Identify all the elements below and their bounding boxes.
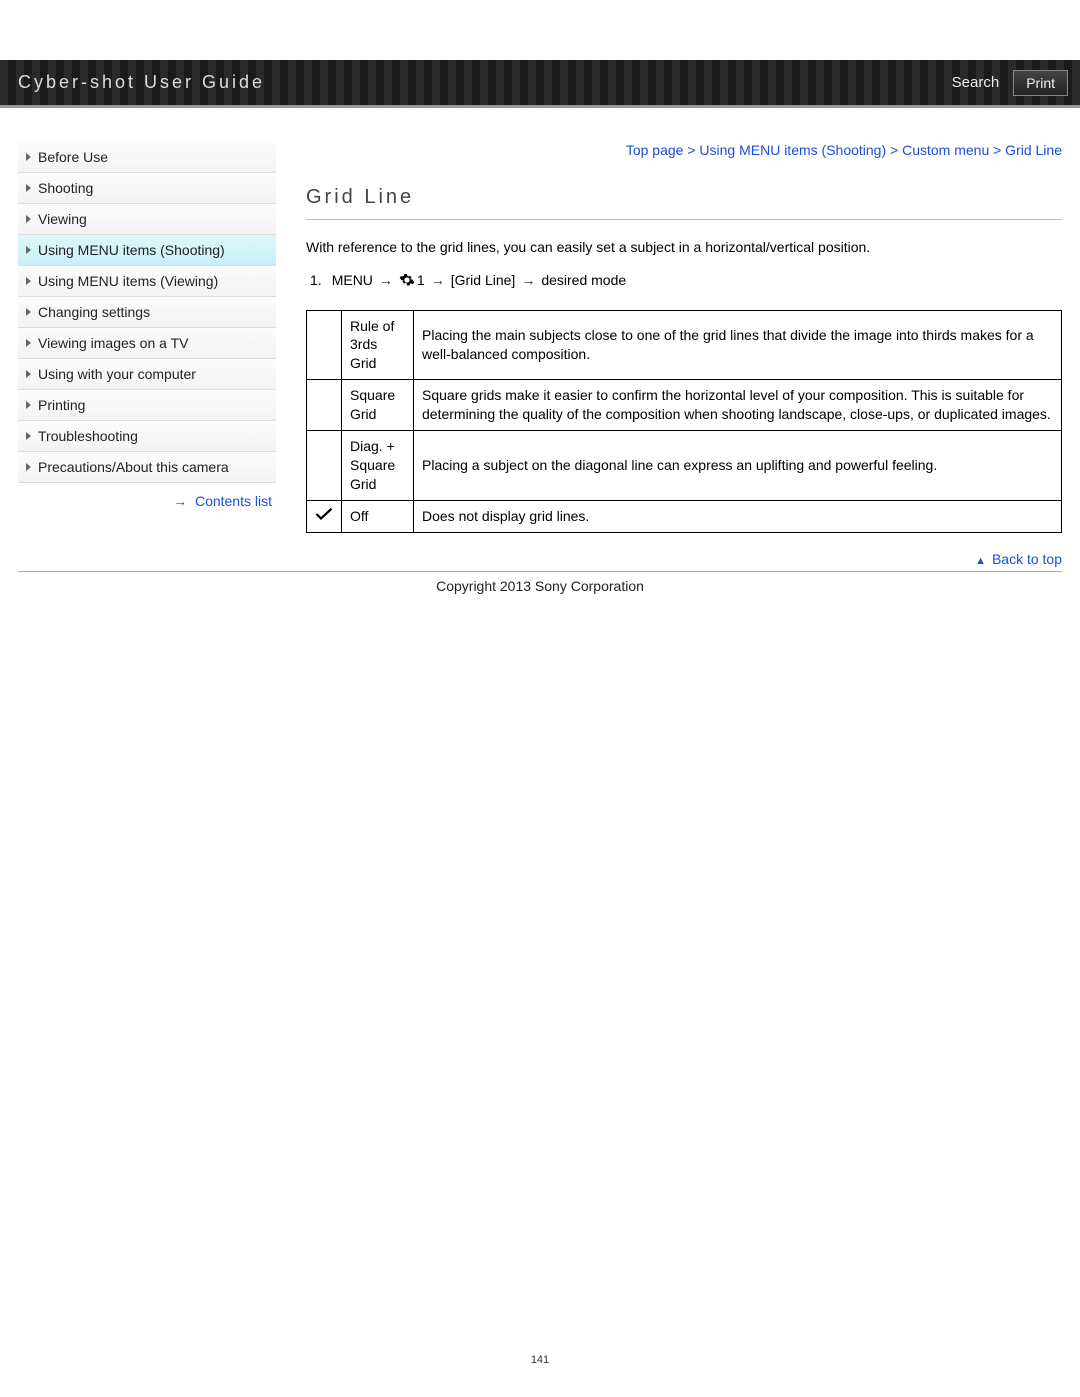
sidebar-item[interactable]: Viewing xyxy=(18,204,276,235)
table-row: OffDoes not display grid lines. xyxy=(307,500,1062,532)
sidebar-item[interactable]: Viewing images on a TV xyxy=(18,328,276,359)
sidebar-item[interactable]: Using MENU items (Shooting) xyxy=(18,235,276,266)
header-title: Cyber-shot User Guide xyxy=(18,72,265,93)
sidebar-item[interactable]: Shooting xyxy=(18,173,276,204)
option-name: Square Grid xyxy=(342,380,414,431)
arrow-icon: → xyxy=(431,272,445,288)
sidebar-item[interactable]: Troubleshooting xyxy=(18,421,276,452)
sidebar-item[interactable]: Using with your computer xyxy=(18,359,276,390)
intro-text: With reference to the grid lines, you ca… xyxy=(306,238,1062,258)
arrow-icon: → xyxy=(173,493,187,509)
table-row: Rule of 3rds GridPlacing the main subjec… xyxy=(307,310,1062,380)
back-to-top-row: ▲ Back to top xyxy=(306,551,1062,567)
page-number: 141 xyxy=(0,1354,1080,1386)
arrow-icon: → xyxy=(521,272,535,288)
option-desc: Does not display grid lines. xyxy=(414,500,1062,532)
gear-icon xyxy=(399,272,415,288)
main-content: Top page > Using MENU items (Shooting) >… xyxy=(306,142,1062,567)
gear-group: 1 xyxy=(399,272,425,288)
back-to-top-link[interactable]: Back to top xyxy=(992,551,1062,567)
copyright: Copyright 2013 Sony Corporation xyxy=(0,572,1080,594)
option-desc: Placing the main subjects close to one o… xyxy=(414,310,1062,380)
header-right: Search Print xyxy=(952,70,1068,96)
step-number: 1. xyxy=(310,272,322,288)
sidebar: Before UseShootingViewingUsing MENU item… xyxy=(18,142,276,567)
header-bar: Cyber-shot User Guide Search Print xyxy=(0,60,1080,108)
arrow-icon: → xyxy=(379,272,393,288)
nav-list: Before UseShootingViewingUsing MENU item… xyxy=(18,142,276,483)
step-row: 1. MENU → 1 → [Grid Line] → desired mode xyxy=(306,272,1062,288)
option-desc: Placing a subject on the diagonal line c… xyxy=(414,431,1062,501)
sidebar-item[interactable]: Printing xyxy=(18,390,276,421)
step-desired: desired mode xyxy=(541,272,626,288)
triangle-up-icon: ▲ xyxy=(975,555,986,567)
table-row: Square GridSquare grids make it easier t… xyxy=(307,380,1062,431)
page-body: Before UseShootingViewingUsing MENU item… xyxy=(0,108,1080,567)
default-cell xyxy=(307,500,342,532)
title-rule xyxy=(306,219,1062,220)
grid-line-table: Rule of 3rds GridPlacing the main subjec… xyxy=(306,310,1062,533)
default-cell xyxy=(307,380,342,431)
breadcrumb[interactable]: Top page > Using MENU items (Shooting) >… xyxy=(306,142,1062,158)
gear-suffix: 1 xyxy=(417,272,425,288)
table-row: Diag. + Square GridPlacing a subject on … xyxy=(307,431,1062,501)
print-button[interactable]: Print xyxy=(1013,70,1068,96)
option-name: Diag. + Square Grid xyxy=(342,431,414,501)
sidebar-item[interactable]: Changing settings xyxy=(18,297,276,328)
sidebar-item[interactable]: Before Use xyxy=(18,142,276,173)
option-name: Off xyxy=(342,500,414,532)
contents-list-row: → Contents list xyxy=(18,483,276,509)
contents-list-link[interactable]: Contents list xyxy=(195,493,272,509)
page-title: Grid Line xyxy=(306,186,1062,209)
default-cell xyxy=(307,431,342,501)
sidebar-item[interactable]: Precautions/About this camera xyxy=(18,452,276,483)
default-cell xyxy=(307,310,342,380)
option-desc: Square grids make it easier to confirm t… xyxy=(414,380,1062,431)
step-gridline: [Grid Line] xyxy=(451,272,516,288)
sidebar-item[interactable]: Using MENU items (Viewing) xyxy=(18,266,276,297)
option-name: Rule of 3rds Grid xyxy=(342,310,414,380)
step-menu: MENU xyxy=(332,272,373,288)
search-link[interactable]: Search xyxy=(952,74,1000,91)
check-icon xyxy=(315,507,333,521)
